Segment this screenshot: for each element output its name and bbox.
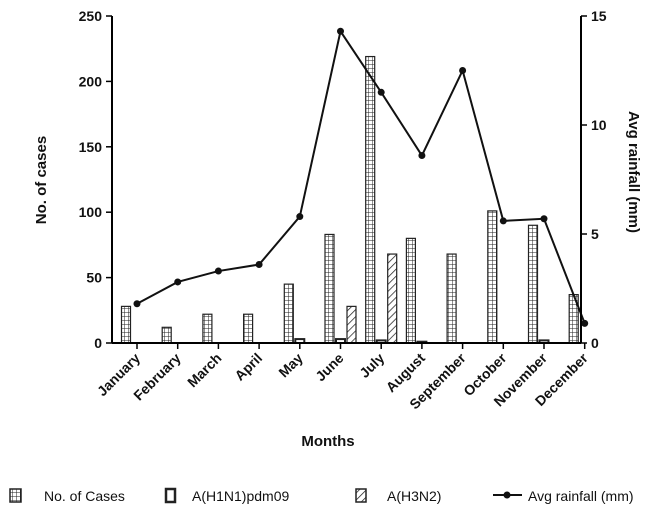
y2-tick-label: 5 <box>591 226 599 242</box>
bars-layer <box>122 57 579 343</box>
rainfall-point-may <box>296 213 303 220</box>
rainfall-point-july <box>378 89 385 96</box>
rainfall-point-november <box>541 215 548 222</box>
legend-item-h1n1: A(H1N1)pdm09 <box>166 488 289 504</box>
rainfall-line <box>137 31 585 323</box>
rainfall-point-january <box>134 300 141 307</box>
y-axis-title: No. of cases <box>33 136 50 224</box>
bar-grid-may <box>284 284 293 343</box>
x-tick-label: May <box>275 350 306 381</box>
x-tick-label: March <box>184 350 224 390</box>
y-tick-label: 100 <box>79 204 103 220</box>
outline-swatch <box>166 489 175 502</box>
y2-tick-label: 0 <box>591 335 599 351</box>
rainfall-point-february <box>174 278 181 285</box>
bar-grid-march <box>203 314 212 343</box>
bar-grid-august <box>406 238 415 343</box>
legend: No. of Cases A(H1N1)pdm09 A(H3N2) Avg ra… <box>10 488 634 504</box>
y2-tick-label: 10 <box>591 117 607 133</box>
rainfall-point-june <box>337 28 344 35</box>
x-tick-label: April <box>231 350 265 384</box>
rainfall-series <box>134 28 589 327</box>
bar-grid-february <box>162 327 171 343</box>
rainfall-point-october <box>500 217 507 224</box>
rainfall-point-august <box>418 152 425 159</box>
line-dot-swatch <box>504 492 511 499</box>
legend-item-rainfall: Avg rainfall (mm) <box>493 488 634 504</box>
hatch-swatch <box>356 489 366 502</box>
bar-grid-june <box>325 234 334 343</box>
y-tick-label: 150 <box>79 139 103 155</box>
bar-hatch-july <box>388 254 397 343</box>
rainfall-point-december <box>581 320 588 327</box>
bar-hatch-june <box>347 306 356 343</box>
y-tick-label: 50 <box>86 270 102 286</box>
legend-label: No. of Cases <box>44 488 125 504</box>
y-tick-label: 200 <box>79 73 103 89</box>
rainfall-point-april <box>256 261 263 268</box>
bar-grid-january <box>122 306 131 343</box>
y2-axis-title: Avg rainfall (mm) <box>625 111 642 233</box>
y-tick-label: 250 <box>79 8 103 24</box>
legend-label: A(H1N1)pdm09 <box>192 488 289 504</box>
legend-item-h3n2: A(H3N2) <box>356 488 441 504</box>
rainfall-point-march <box>215 268 222 275</box>
legend-label: A(H3N2) <box>387 488 441 504</box>
bar-grid-november <box>529 225 538 343</box>
bar-grid-april <box>244 314 253 343</box>
bar-grid-october <box>488 211 497 343</box>
right-y-ticks: 0 5 10 15 <box>581 8 607 351</box>
x-tick-label: July <box>356 350 387 381</box>
rainfall-point-september <box>459 67 466 74</box>
bar-grid-july <box>366 57 375 343</box>
grid-pattern-swatch <box>10 489 21 502</box>
axes <box>112 16 581 343</box>
y-tick-label: 0 <box>94 335 102 351</box>
left-y-ticks: 0 50 100 150 200 250 <box>79 8 112 351</box>
x-tick-label: June <box>312 350 347 385</box>
legend-label: Avg rainfall (mm) <box>528 488 634 504</box>
bar-grid-september <box>447 254 456 343</box>
y2-tick-label: 15 <box>591 8 607 24</box>
legend-item-cases: No. of Cases <box>10 488 125 504</box>
x-axis-title: Months <box>301 433 354 450</box>
